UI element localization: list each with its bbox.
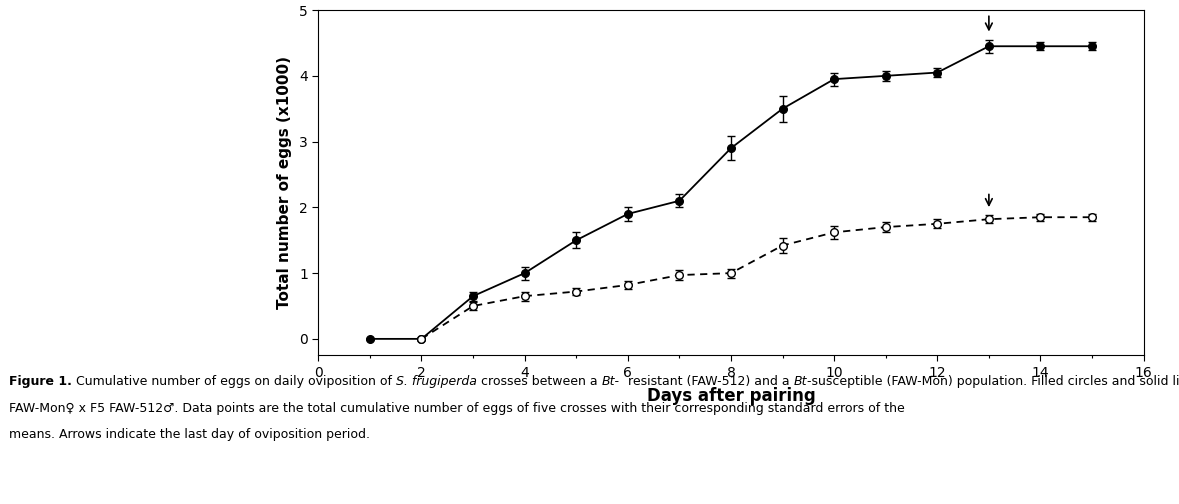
Text: S. frugiperda: S. frugiperda xyxy=(396,375,477,389)
X-axis label: Days after pairing: Days after pairing xyxy=(646,387,816,405)
Text: resistant (FAW-512) and a: resistant (FAW-512) and a xyxy=(620,375,793,389)
Text: Figure 1.: Figure 1. xyxy=(9,375,72,389)
Text: crosses between a: crosses between a xyxy=(477,375,601,389)
Y-axis label: Total number of eggs (x1000): Total number of eggs (x1000) xyxy=(277,56,292,309)
Text: -susceptible (FAW-Mon) population. Filled circles and solid lines correspond to : -susceptible (FAW-Mon) population. Fille… xyxy=(806,375,1179,389)
Text: FAW-Mon♀ x F5 FAW-512♂. Data points are the total cumulative number of eggs of f: FAW-Mon♀ x F5 FAW-512♂. Data points are … xyxy=(9,402,905,415)
Text: means. Arrows indicate the last day of oviposition period.: means. Arrows indicate the last day of o… xyxy=(9,428,370,441)
Text: Bt: Bt xyxy=(793,375,806,389)
Text: Bt-: Bt- xyxy=(601,375,620,389)
Text: Cumulative number of eggs on daily oviposition of: Cumulative number of eggs on daily ovipo… xyxy=(72,375,396,389)
